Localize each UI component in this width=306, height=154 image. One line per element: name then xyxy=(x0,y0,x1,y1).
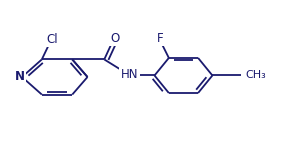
Text: Cl: Cl xyxy=(47,33,58,46)
Text: O: O xyxy=(110,32,120,45)
Text: HN: HN xyxy=(121,68,138,81)
Text: F: F xyxy=(157,32,164,45)
Text: CH₃: CH₃ xyxy=(245,71,266,81)
Text: N: N xyxy=(15,71,24,83)
